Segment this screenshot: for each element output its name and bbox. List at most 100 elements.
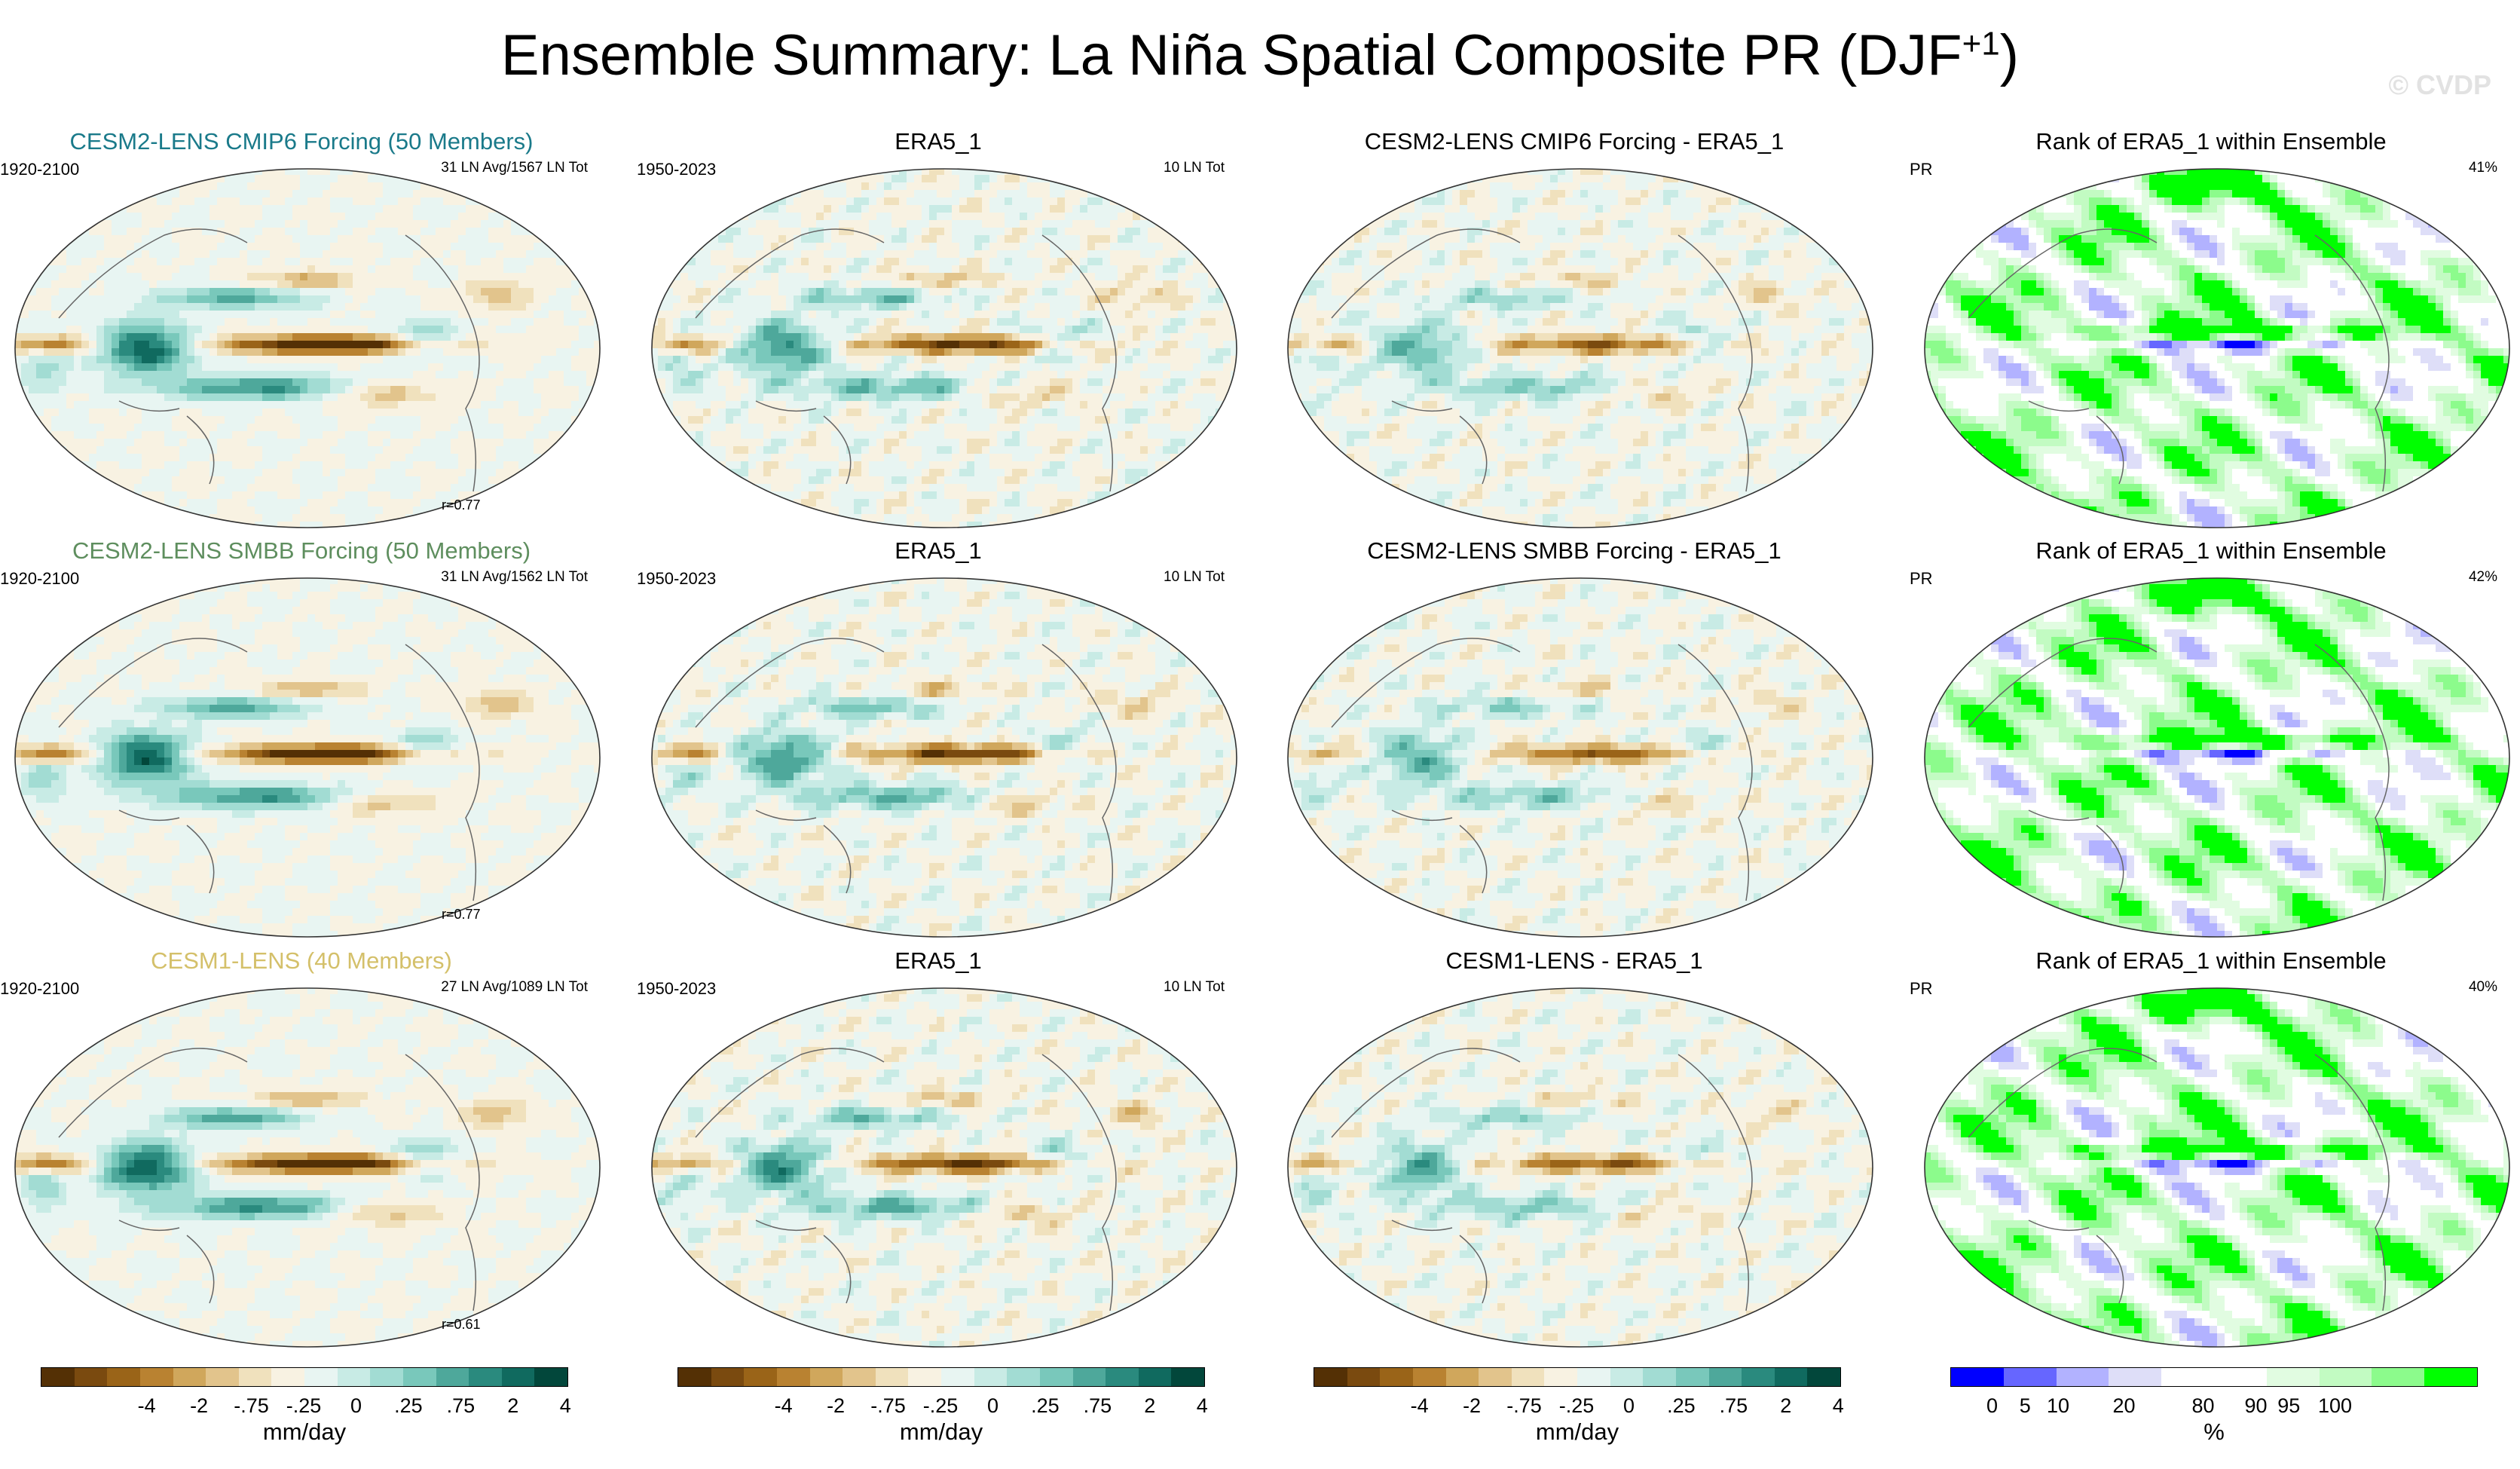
grid-cell [809,348,817,357]
grid-cell [323,424,331,432]
grid-cell [194,431,203,439]
grid-cell [1155,363,1164,372]
grid-cell [421,363,429,372]
grid-cell [142,386,150,394]
grid-cell [891,318,900,326]
grid-cell [466,213,474,221]
grid-cell [179,461,188,470]
grid-cell [413,341,421,349]
grid-cell [801,205,809,213]
grid-cell [907,295,915,304]
grid-cell [368,197,376,206]
grid-cell [564,280,572,289]
grid-cell [937,228,945,236]
grid-cell [922,295,930,304]
grid-cell [1178,258,1186,266]
grid-cell [756,273,764,281]
grid-cell [959,318,968,326]
grid-cell [1012,378,1020,387]
grid-cell [914,175,922,183]
grid-cell [232,439,240,447]
grid-cell [733,235,742,243]
grid-cell [74,333,82,341]
grid-cell [300,205,308,213]
grid-cell [824,265,832,274]
grid-cell [1200,280,1209,289]
grid-cell [127,258,135,266]
grid-cell [1118,228,1126,236]
grid-cell [794,318,802,326]
grid-cell [854,326,862,334]
grid-cell [119,311,127,319]
grid-cell [315,341,323,349]
grid-cell [262,169,271,176]
grid-cell [1042,235,1051,243]
grid-cell [703,235,711,243]
grid-cell [451,393,459,402]
grid-cell [1216,288,1224,296]
grid-cell [1087,318,1096,326]
grid-cell [466,250,474,259]
grid-cell [398,190,406,198]
grid-cell [307,409,316,417]
grid-cell [1020,363,1028,372]
grid-cell [1005,341,1013,349]
grid-cell [481,371,489,379]
grid-cell [127,386,135,394]
grid-cell [801,378,809,387]
grid-cell [74,348,82,357]
grid-cell [217,295,225,304]
grid-cell [1027,205,1035,213]
grid-cell [473,356,482,364]
grid-cell [929,348,937,357]
grid-cell [398,454,406,462]
grid-cell [292,220,301,228]
grid-cell [172,243,180,251]
grid-cell [696,326,704,334]
grid-cell [338,175,346,183]
grid-cell [232,228,240,236]
grid-cell [240,175,248,183]
grid-cell [44,431,52,439]
grid-cell [451,371,459,379]
grid-cell [375,175,384,183]
grid-cell [794,265,802,274]
grid-cell [1140,371,1148,379]
grid-cell [292,169,301,176]
grid-cell [119,446,127,454]
grid-cell [786,273,794,281]
grid-cell [390,491,399,500]
grid-cell [187,213,195,221]
grid-cell [1133,250,1141,259]
grid-cell [1155,341,1164,349]
grid-cell [982,175,990,183]
grid-cell [413,499,421,507]
grid-cell [1080,326,1088,334]
grid-cell [315,295,323,304]
grid-cell [232,514,240,522]
grid-cell [1012,356,1020,364]
grid-cell [36,363,44,372]
grid-cell [1050,311,1058,319]
grid-cell [202,341,210,349]
grid-cell [240,446,248,454]
grid-cell [338,220,346,228]
grid-cell [74,311,82,319]
grid-cell [436,326,444,334]
grid-cell [1185,258,1194,266]
grid-cell [801,258,809,266]
grid-cell [922,205,930,213]
grid-cell [1020,326,1028,334]
grid-cell [300,333,308,341]
grid-cell [270,243,278,251]
grid-cell [518,371,527,379]
grid-cell [202,363,210,372]
grid-cell [496,371,504,379]
grid-cell [29,273,37,281]
grid-cell [292,378,301,387]
grid-cell [1170,371,1179,379]
grid-cell [179,401,188,409]
grid-cell [839,333,847,341]
grid-cell [66,265,75,274]
grid-cell [323,348,331,357]
